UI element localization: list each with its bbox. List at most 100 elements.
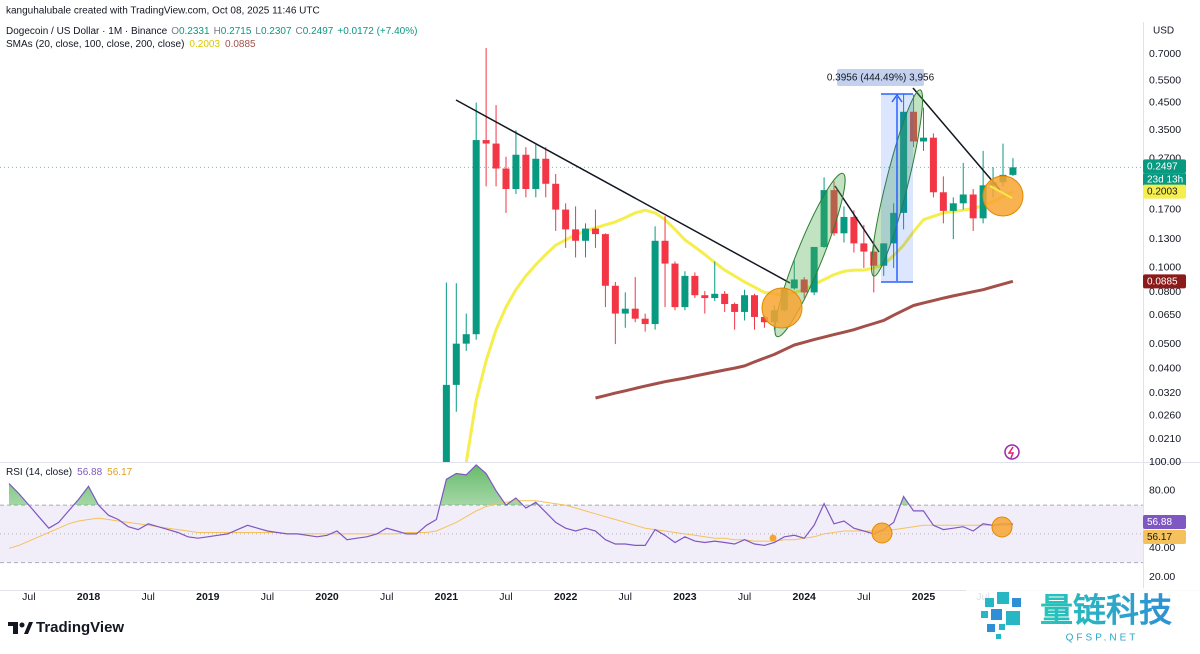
y-tick-label: 0.1700: [1149, 203, 1181, 215]
icon-cell: [991, 609, 1002, 620]
last-price-tag-bg: [1143, 159, 1186, 174]
y-tick-label: 0.0400: [1149, 362, 1181, 374]
sma-legend: SMAs (20, close, 100, close, 200, close)…: [6, 39, 256, 50]
ohlc-label: L: [255, 26, 261, 37]
candle-body: [472, 140, 480, 335]
candle-body: [850, 216, 858, 244]
icon-cell: [997, 592, 1009, 604]
x-tick-label: 2021: [435, 591, 459, 603]
x-tick-label: Jul: [141, 591, 154, 603]
x-tick-label: Jul: [738, 591, 751, 603]
x-tick-label: 2019: [196, 591, 220, 603]
candle-body: [870, 251, 878, 266]
branding: TradingView: [8, 619, 124, 636]
candle-body: [562, 209, 570, 230]
candle-body: [532, 158, 540, 190]
logo-mark: [24, 622, 33, 634]
y-tick-label: 0.5500: [1149, 74, 1181, 86]
y-tick-label: 0.1000: [1149, 262, 1181, 274]
rsi-value: 56.88: [77, 467, 102, 478]
event-icon-bolt: [1007, 446, 1015, 459]
candle-body: [910, 111, 918, 142]
candle-body: [830, 190, 838, 234]
candle-body: [711, 293, 719, 299]
candle-body: [462, 334, 470, 344]
symbol: Dogecoin / US Dollar · 1M · Binance: [6, 26, 168, 37]
sma-line: [595, 279, 1014, 400]
y-tick-label: 0.0500: [1149, 338, 1181, 350]
sma-value: 0.0885: [225, 39, 256, 50]
symbol-legend: Dogecoin / US Dollar · 1M · Binance O0.23…: [6, 26, 417, 37]
candle-body: [631, 308, 639, 319]
ohlc-value: 0.2307: [261, 26, 292, 37]
candle-body: [691, 275, 699, 296]
y-tick-label: 0.4500: [1149, 96, 1181, 108]
axes: Jul 2018 Jul 2019 Jul 2020 Jul 2021 Jul 2022 Jul 20…: [22, 48, 1186, 603]
candle-body: [760, 316, 768, 323]
rsi-tick-label: 100.00: [1149, 456, 1181, 468]
candle-body: [979, 185, 987, 219]
candle-body: [671, 263, 679, 308]
sma-tag: 0.2003: [1147, 187, 1178, 198]
candle-body: [800, 279, 808, 293]
candle-body: [721, 293, 729, 305]
countdown-bg: [1143, 173, 1186, 186]
highlight-circle: [991, 516, 1013, 538]
y-tick-label: 0.7000: [1149, 48, 1181, 60]
candle-body: [751, 295, 758, 317]
highlight-dot: [769, 534, 777, 542]
rsi-tag-bg: [1143, 530, 1186, 545]
x-tick-label: 2023: [673, 591, 697, 603]
watermark-icon: [981, 592, 1021, 639]
x-tick-label: Jul: [499, 591, 512, 603]
candle-body: [502, 168, 510, 190]
watermark-title: 量链科技: [1040, 592, 1172, 629]
icon-cell: [985, 598, 994, 607]
y-tick-label: 0.0320: [1149, 387, 1181, 399]
highlight-circle: [871, 522, 893, 544]
ohlc-value: 0.2715: [221, 26, 252, 37]
x-tick-label: 2024: [793, 591, 817, 603]
trendline: [912, 87, 1001, 191]
candle-body: [641, 318, 649, 325]
candle-body: [601, 234, 609, 286]
candle-body: [681, 275, 689, 308]
sma-tag: 0.0885: [1147, 276, 1178, 287]
brand-name: TradingView: [36, 619, 124, 636]
rsi-tick-label: 20.00: [1149, 571, 1175, 583]
rsi-pane: [0, 464, 1143, 564]
x-tick-label: Jul: [261, 591, 274, 603]
candle-body: [860, 243, 868, 252]
candle-body: [939, 192, 947, 211]
y-tick-label: 0.0650: [1149, 309, 1181, 321]
candle-body: [890, 212, 898, 244]
icon-cell: [999, 624, 1005, 630]
ohlc-label: C: [296, 26, 303, 37]
candle-body: [512, 154, 520, 190]
rsi-tick-label: 40.00: [1149, 542, 1175, 554]
candle-body: [582, 228, 590, 241]
trendline: [455, 99, 791, 284]
event-icon[interactable]: [1004, 444, 1020, 460]
candle-body: [810, 246, 818, 293]
sma-line: [464, 190, 1014, 462]
candle-body: [701, 295, 709, 299]
candle-body: [651, 240, 659, 325]
sma-value: 0.2003: [189, 39, 220, 50]
x-tick-label: Jul: [22, 591, 35, 603]
countdown: 23d 13h: [1147, 174, 1183, 185]
sma-title: SMAs (20, close, 100, close, 200, close): [6, 39, 184, 50]
candle-body: [552, 183, 560, 210]
candle-body: [661, 240, 669, 264]
ohlc-value: 0.2331: [179, 26, 210, 37]
icon-cell: [1006, 611, 1020, 625]
ohlc-label: H: [214, 26, 221, 37]
y-tick-label: 0.1300: [1149, 233, 1181, 245]
y-tick-label: 0.0260: [1149, 410, 1181, 422]
rsi-title: RSI (14, close): [6, 467, 72, 478]
sma-tag-bg: [1143, 274, 1186, 289]
measure-label: 0.3956 (444.49%) 3,956: [827, 73, 935, 84]
